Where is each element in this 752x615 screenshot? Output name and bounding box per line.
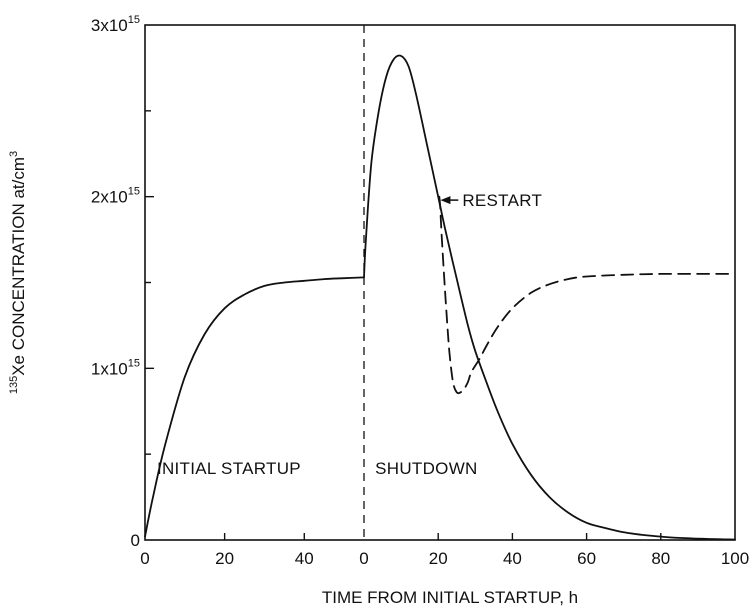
y-tick-label: 3x1015 xyxy=(91,14,140,35)
x-tick-label: 80 xyxy=(651,549,670,568)
x-tick-label: 100 xyxy=(721,549,749,568)
x-axis-title: TIME FROM INITIAL STARTUP, h xyxy=(322,588,578,607)
annotation-shutdown: SHUTDOWN xyxy=(375,459,478,478)
y-axis-title: 135Xe CONCENTRATION at/cm3 xyxy=(8,151,28,394)
annotation-initial-startup: INITIAL STARTUP xyxy=(157,459,301,478)
x-tick-label: 60 xyxy=(577,549,596,568)
restart-dashed-curve xyxy=(438,195,736,395)
y-tick-label: 2x1015 xyxy=(91,186,140,207)
shutdown-curve xyxy=(363,54,736,541)
y-tick-label: 1x1015 xyxy=(91,357,140,378)
x-tick-label: 0 xyxy=(140,549,149,568)
x-axis: 0 20 40 0 20 40 60 80 100 xyxy=(140,533,749,568)
startup-curve xyxy=(144,276,365,538)
y-axis: 0 1x1015 2x1015 3x1015 xyxy=(91,14,154,550)
x-tick-label: 20 xyxy=(215,549,234,568)
annotation-restart: RESTART xyxy=(462,191,542,210)
x-tick-label: 40 xyxy=(295,549,314,568)
annotations: INITIAL STARTUP SHUTDOWN RESTART xyxy=(157,191,542,478)
restart-arrowhead xyxy=(440,196,451,205)
x-tick-label: 40 xyxy=(503,549,522,568)
x-tick-label: 20 xyxy=(429,549,448,568)
y-tick-label: 0 xyxy=(131,531,140,550)
curves xyxy=(144,54,736,541)
x-tick-label: 0 xyxy=(359,549,368,568)
